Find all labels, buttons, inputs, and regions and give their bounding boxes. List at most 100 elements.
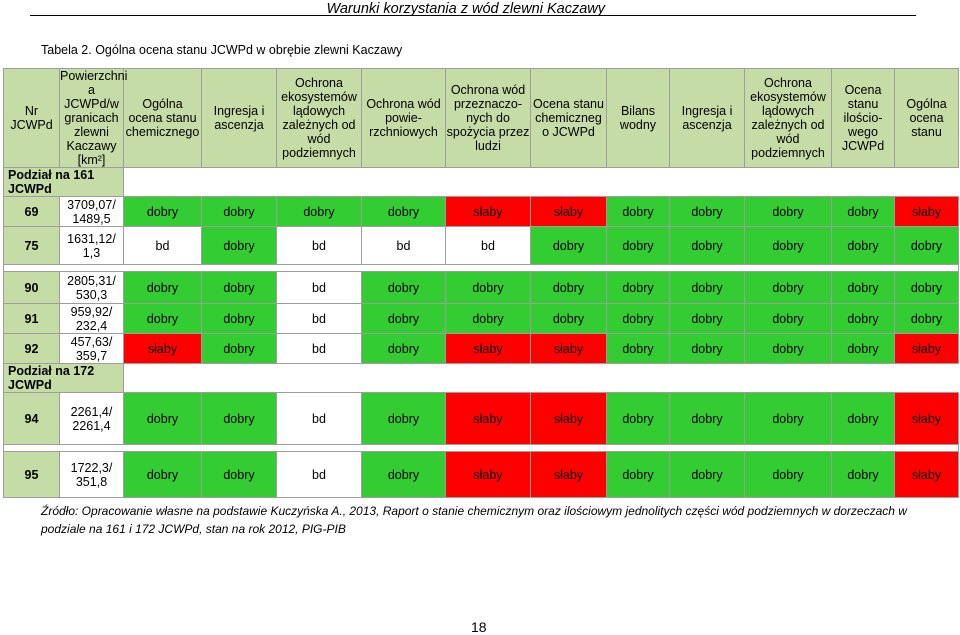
col-header-nr: Nr JCWPd bbox=[3, 68, 60, 168]
status-cell: dobry bbox=[831, 196, 895, 227]
table-row: 92 457,63/359,7 słaby dobry bd dobry słaby słab… bbox=[3, 333, 959, 364]
status-cell: dobry bbox=[361, 333, 446, 364]
col-header-ingres1: Ingresja i ascenzja bbox=[201, 68, 277, 168]
jcwpd-number: 91 bbox=[3, 303, 60, 334]
table-row: 91 959,92/232,4 dobry dobry bd dobry dobry dobr… bbox=[3, 303, 959, 334]
area-cell: 959,92/232,4 bbox=[59, 303, 124, 334]
col-header-overall: Ogólna ocena stanu bbox=[894, 68, 959, 168]
status-cell: dobry bbox=[831, 333, 895, 364]
spacer-cell bbox=[3, 444, 959, 452]
status-cell: dobry bbox=[894, 271, 959, 304]
area-in-basin: 351,8 bbox=[75, 474, 108, 489]
area-in-basin: 530,3 bbox=[75, 287, 108, 302]
jcwpd-number: 69 bbox=[3, 196, 60, 227]
status-cell: dobry bbox=[669, 451, 745, 498]
status-cell: dobry bbox=[123, 392, 202, 445]
status-cell: bd bbox=[276, 451, 362, 498]
area-in-basin: 359,7 bbox=[75, 348, 108, 363]
status-cell: dobry bbox=[669, 392, 745, 445]
area-total: 1722,3/ bbox=[70, 460, 113, 475]
status-cell: dobry bbox=[606, 226, 670, 265]
status-cell: bd bbox=[276, 226, 362, 265]
status-cell: dobry bbox=[606, 333, 670, 364]
subheader-filler bbox=[123, 363, 959, 393]
area-total: 457,63/ bbox=[70, 334, 113, 349]
running-header: Warunki korzystania z wód zlewni Kaczawy bbox=[0, 0, 960, 22]
status-cell: dobry bbox=[744, 226, 832, 265]
status-cell: dobry bbox=[530, 271, 607, 304]
col-header-area: Powierzchni a JCWPd/w granicach zlewni K… bbox=[59, 68, 128, 168]
status-cell: dobry bbox=[361, 196, 446, 227]
subheader-172-label: Podział na 172 JCWPd bbox=[3, 363, 124, 393]
status-cell: dobry bbox=[201, 196, 277, 227]
subheader-172: Podział na 172 JCWPd bbox=[3, 363, 959, 393]
status-cell: dobry bbox=[361, 451, 446, 498]
col-header-ecosys2: Ochrona ekosystemów lądowych zależnych o… bbox=[744, 68, 832, 168]
area-total: 2805,31/ bbox=[67, 273, 116, 288]
running-header-text: Warunki korzystania z wód zlewni Kaczawy bbox=[326, 1, 605, 17]
col-header-drinking: Ochrona wód przeznaczo-nych do spożycia … bbox=[445, 68, 531, 168]
status-cell: słaby bbox=[445, 333, 531, 364]
area-cell: 1722,3/351,8 bbox=[59, 451, 124, 498]
status-cell: dobry bbox=[744, 196, 832, 227]
area-cell: 1631,12/1,3 bbox=[59, 226, 124, 265]
status-cell: dobry bbox=[894, 226, 959, 265]
status-cell: dobry bbox=[744, 451, 832, 498]
status-cell: dobry bbox=[530, 226, 607, 265]
status-cell: dobry bbox=[744, 392, 832, 445]
jcwpd-number: 94 bbox=[3, 392, 60, 445]
status-cell: dobry bbox=[669, 271, 745, 304]
table-row: 95 1722,3/351,8 dobry dobry bd dobry słaby słab… bbox=[3, 451, 959, 498]
area-cell: 457,63/359,7 bbox=[59, 333, 124, 364]
jcwpd-number: 95 bbox=[3, 451, 60, 498]
status-cell: słaby bbox=[530, 451, 607, 498]
status-cell: dobry bbox=[123, 303, 202, 334]
spacer-cell bbox=[3, 264, 959, 272]
status-cell: dobry bbox=[361, 303, 446, 334]
status-cell: dobry bbox=[276, 196, 362, 227]
status-cell: bd bbox=[276, 333, 362, 364]
page-number: 18 bbox=[471, 619, 487, 635]
status-cell: dobry bbox=[606, 451, 670, 498]
table-row: 69 3709,07/1489,5 dobry dobry dobry dobry słab… bbox=[3, 196, 959, 227]
status-cell: dobry bbox=[831, 451, 895, 498]
status-cell: dobry bbox=[606, 196, 670, 227]
area-total: 3709,07/ bbox=[67, 197, 116, 212]
status-cell: bd bbox=[123, 226, 202, 265]
status-cell: dobry bbox=[744, 333, 832, 364]
header-row: Nr JCWPd Powierzchni a JCWPd/w granicach… bbox=[3, 68, 959, 168]
jcwpd-number: 92 bbox=[3, 333, 60, 364]
table-row: 75 1631,12/1,3 bd dobry bd bd bd dobry dobry dobr… bbox=[3, 226, 959, 265]
area-in-basin: 2261,4 bbox=[72, 418, 111, 433]
subheader-filler bbox=[123, 167, 959, 197]
status-cell: dobry bbox=[201, 226, 277, 265]
status-cell: dobry bbox=[606, 392, 670, 445]
status-cell: dobry bbox=[123, 271, 202, 304]
status-cell: słaby bbox=[894, 451, 959, 498]
status-cell: słaby bbox=[530, 392, 607, 445]
status-cell: dobry bbox=[123, 196, 202, 227]
area-in-basin: 1489,5 bbox=[72, 211, 111, 226]
col-header-quant: Ocena stanu ilościo-wego JCWPd bbox=[831, 68, 895, 168]
status-cell: dobry bbox=[201, 392, 277, 445]
status-cell: dobry bbox=[744, 271, 832, 304]
status-cell: dobry bbox=[831, 303, 895, 334]
status-cell: dobry bbox=[201, 271, 277, 304]
table-row: 90 2805,31/530,3 dobry dobry bd dobry dobry dob… bbox=[3, 271, 959, 304]
table-caption: Tabela 2. Ogólna ocena stanu JCWPd w obr… bbox=[41, 43, 403, 57]
status-cell: dobry bbox=[669, 333, 745, 364]
subheader-161-label: Podział na 161 JCWPd bbox=[3, 167, 124, 197]
status-cell: bd bbox=[445, 226, 531, 265]
status-cell: dobry bbox=[744, 303, 832, 334]
area-in-basin: 1,3 bbox=[82, 245, 101, 260]
header-rule bbox=[30, 15, 916, 16]
status-cell: dobry bbox=[831, 271, 895, 304]
status-cell: bd bbox=[276, 303, 362, 334]
status-cell: bd bbox=[276, 392, 362, 445]
status-cell: słaby bbox=[123, 333, 202, 364]
status-cell: słaby bbox=[894, 392, 959, 445]
status-cell: słaby bbox=[445, 392, 531, 445]
status-cell: dobry bbox=[361, 271, 446, 304]
status-cell: dobry bbox=[669, 226, 745, 265]
col-header-chem-state: Ocena stanu chemiczneg o JCWPd bbox=[530, 68, 607, 168]
